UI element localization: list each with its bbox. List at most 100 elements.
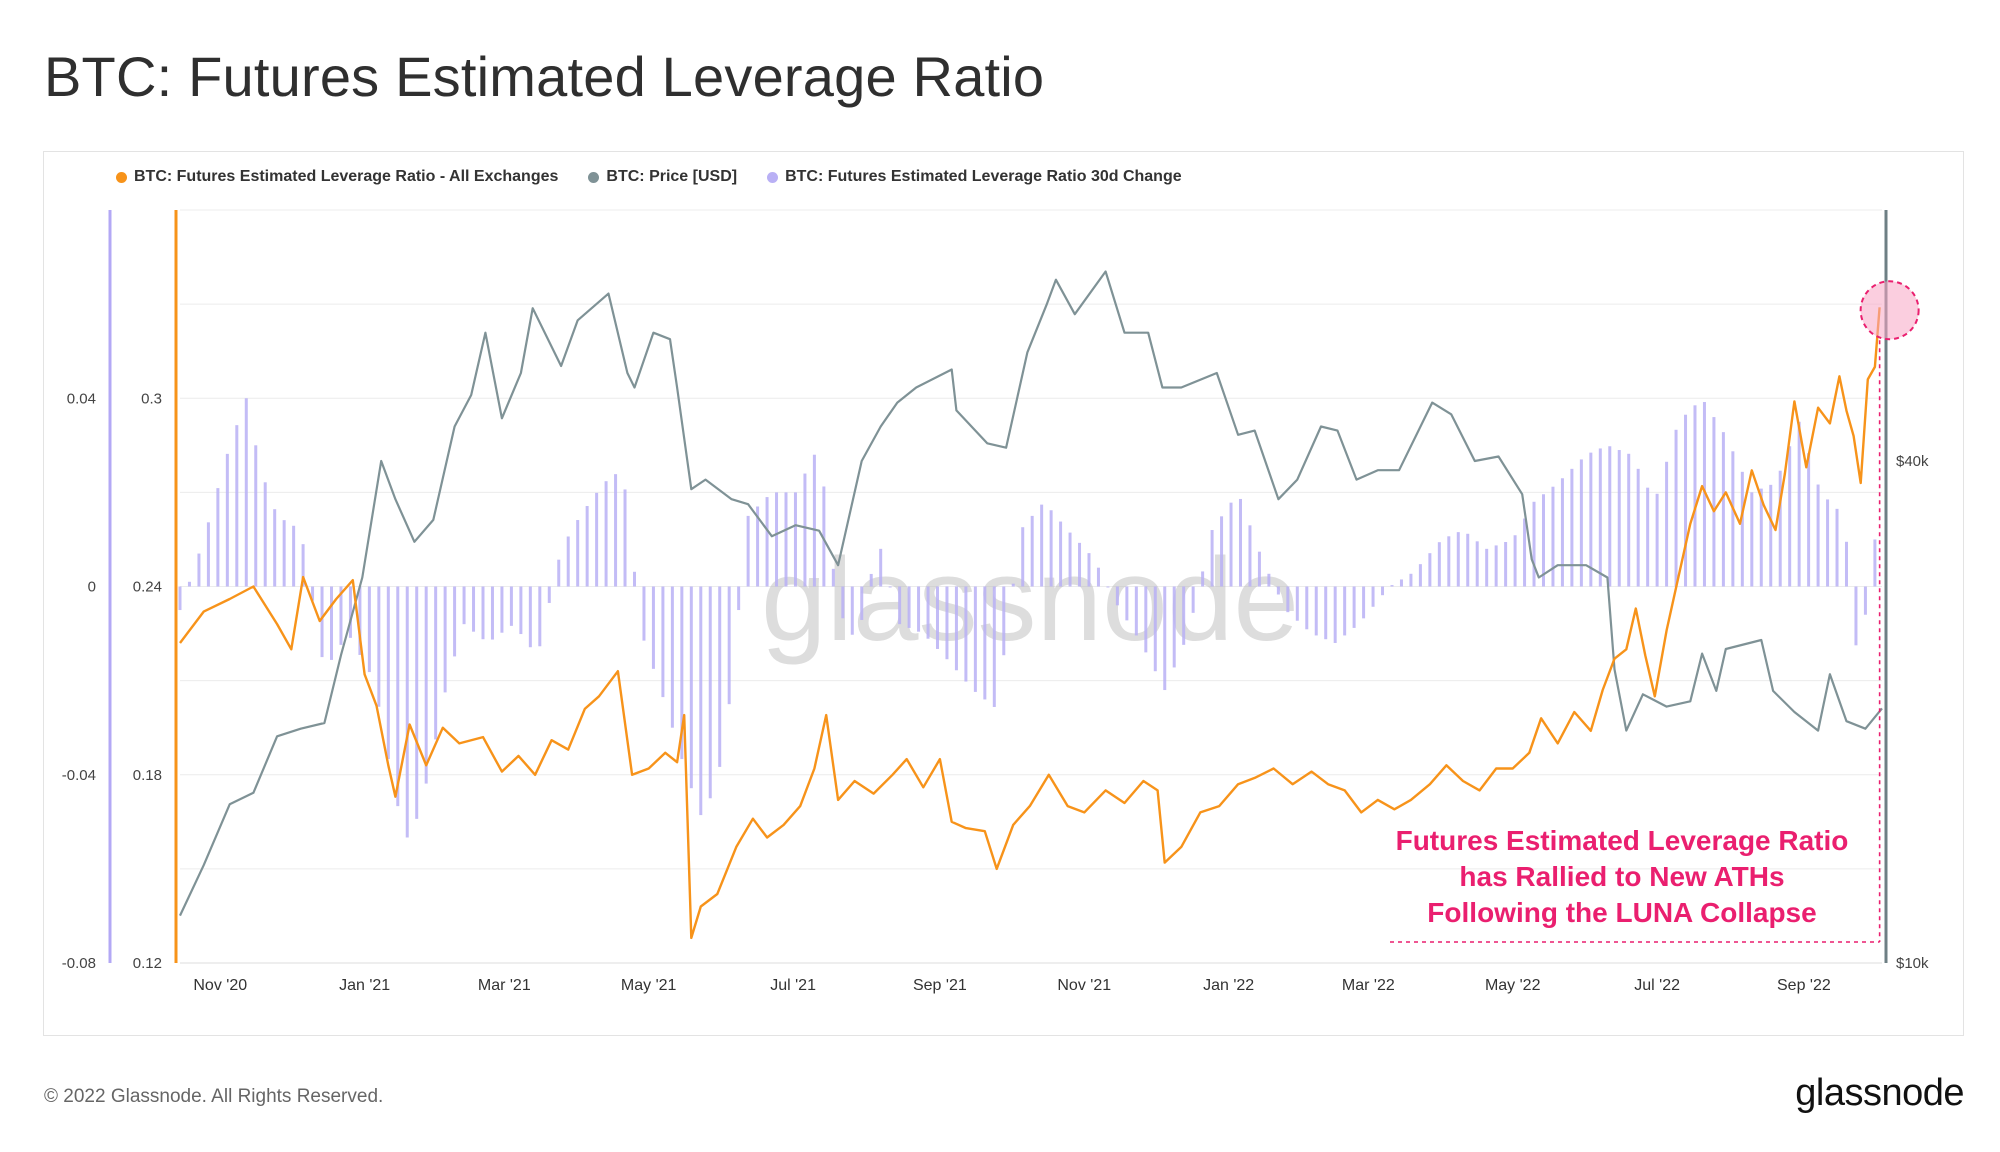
footer-copyright: © 2022 Glassnode. All Rights Reserved. bbox=[44, 1086, 384, 1107]
change-bar bbox=[1485, 548, 1489, 587]
legend-item-price[interactable]: BTC: Price [USD] bbox=[588, 168, 737, 186]
change-bar bbox=[453, 586, 457, 657]
change-bar bbox=[1551, 486, 1555, 587]
change-bar bbox=[632, 571, 636, 587]
change-bar bbox=[1740, 471, 1744, 587]
change-bar bbox=[1693, 405, 1697, 587]
change-bar bbox=[1030, 515, 1034, 587]
change-bar bbox=[1418, 564, 1422, 587]
change-bar bbox=[528, 586, 532, 648]
legend-item-change[interactable]: BTC: Futures Estimated Leverage Ratio 30… bbox=[767, 168, 1182, 186]
change-bar bbox=[1617, 450, 1621, 587]
change-bar bbox=[935, 586, 939, 649]
change-bar bbox=[1712, 417, 1716, 587]
change-bar bbox=[1324, 586, 1328, 640]
change-bar bbox=[225, 453, 229, 587]
change-bar bbox=[973, 586, 977, 692]
change-bar bbox=[1541, 494, 1545, 587]
change-bar bbox=[812, 454, 816, 587]
change-bar bbox=[292, 525, 296, 587]
x-axis-tick: Jul '21 bbox=[770, 977, 816, 994]
change-bar bbox=[1352, 586, 1356, 628]
change-bar bbox=[1475, 541, 1479, 587]
x-axis-tick: Mar '21 bbox=[478, 977, 531, 994]
x-axis-tick: Jul '22 bbox=[1634, 977, 1680, 994]
change-bar bbox=[1163, 586, 1167, 691]
change-bar bbox=[1125, 586, 1129, 621]
change-bar bbox=[509, 586, 513, 626]
change-bar bbox=[1267, 573, 1271, 587]
legend-item-leverage[interactable]: BTC: Futures Estimated Leverage Ratio - … bbox=[116, 168, 558, 186]
change-bar bbox=[1191, 586, 1195, 613]
x-axis-tick: Mar '22 bbox=[1342, 977, 1395, 994]
change-bar bbox=[576, 520, 580, 587]
page-title: BTC: Futures Estimated Leverage Ratio bbox=[44, 45, 1045, 108]
change-bar bbox=[1172, 586, 1176, 668]
change-bar bbox=[415, 586, 419, 819]
change-bar bbox=[841, 586, 845, 619]
change-bar bbox=[1560, 478, 1564, 587]
change-bar bbox=[831, 568, 835, 587]
change-bar bbox=[1333, 586, 1337, 643]
change-bar bbox=[1674, 429, 1678, 587]
legend-dot-leverage bbox=[116, 171, 127, 183]
change-bar bbox=[348, 586, 352, 638]
change-bar bbox=[244, 398, 248, 587]
change-bar bbox=[1002, 586, 1006, 656]
change-bar bbox=[926, 586, 930, 639]
change-bar bbox=[1627, 453, 1631, 587]
change-bar bbox=[793, 492, 797, 587]
change-bars bbox=[178, 398, 1877, 838]
leverage-axis-tick: 0.24 bbox=[133, 579, 162, 596]
change-bar bbox=[339, 586, 343, 645]
change-axis-tick: -0.08 bbox=[62, 955, 96, 972]
annotation-marker bbox=[1859, 280, 1920, 341]
change-bar bbox=[1702, 402, 1706, 587]
change-bar bbox=[614, 474, 618, 587]
change-bar bbox=[1011, 583, 1015, 587]
change-bar bbox=[1769, 484, 1773, 587]
change-bar bbox=[964, 586, 968, 682]
change-bar bbox=[434, 586, 438, 740]
change-bar bbox=[481, 586, 485, 640]
glassnode-logo: glassnode bbox=[1795, 1072, 1964, 1114]
change-bar bbox=[1835, 508, 1839, 587]
change-bar bbox=[585, 506, 589, 587]
change-bar bbox=[1371, 586, 1375, 607]
change-bar bbox=[311, 586, 315, 601]
change-bar bbox=[850, 586, 854, 635]
change-bar bbox=[1201, 571, 1205, 587]
change-bar bbox=[888, 586, 892, 588]
change-axis-tick: 0 bbox=[88, 579, 96, 596]
change-bar bbox=[1220, 516, 1224, 587]
change-bar bbox=[1844, 541, 1848, 587]
change-bar bbox=[235, 425, 239, 587]
change-bar bbox=[1040, 504, 1044, 587]
change-bar bbox=[1655, 493, 1659, 587]
x-axis-tick: Nov '21 bbox=[1057, 977, 1111, 994]
legend-label-change: BTC: Futures Estimated Leverage Ratio 30… bbox=[785, 168, 1182, 185]
change-bar bbox=[1144, 586, 1148, 653]
change-bar bbox=[699, 586, 703, 816]
change-bar bbox=[547, 586, 551, 603]
change-bar bbox=[358, 586, 362, 655]
change-bar bbox=[954, 586, 958, 671]
change-axis-tick: -0.04 bbox=[62, 767, 96, 784]
x-axis-tick: Jan '22 bbox=[1203, 977, 1254, 994]
change-bar bbox=[472, 586, 476, 632]
change-bar bbox=[860, 586, 864, 620]
change-bar bbox=[1646, 487, 1650, 587]
change-bar bbox=[1759, 488, 1763, 587]
change-bar bbox=[490, 586, 494, 640]
legend-dot-price bbox=[588, 171, 600, 183]
change-bar bbox=[1854, 586, 1858, 646]
change-bar bbox=[1873, 539, 1877, 587]
change-bar bbox=[756, 506, 760, 587]
change-bar bbox=[273, 509, 277, 587]
x-axis-tick: Nov '20 bbox=[193, 977, 247, 994]
change-bar bbox=[1816, 484, 1820, 587]
change-bar bbox=[1068, 532, 1072, 587]
annotation-text: has Rallied to New ATHs bbox=[1459, 861, 1784, 892]
chart-legend: BTC: Futures Estimated Leverage Ratio - … bbox=[116, 168, 1182, 186]
